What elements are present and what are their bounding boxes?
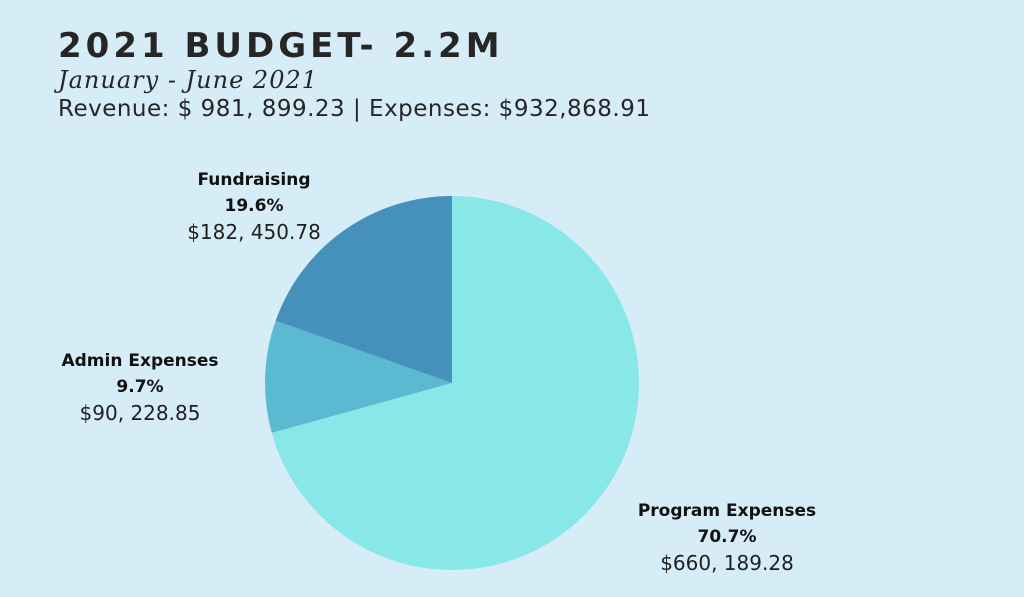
slice-name: Admin Expenses (61, 351, 219, 371)
slice-percent: 19.6% (224, 196, 284, 216)
slice-name: Program Expenses (637, 501, 817, 521)
pie-slice-fundraising (275, 196, 452, 383)
slice-label-admin-expenses: Admin Expenses 9.7% $90, 228.85 (61, 348, 218, 426)
slice-label-program-expenses: Program Expenses 70.7% $660, 189.28 (638, 498, 816, 576)
slice-amount: $660, 189.28 (660, 551, 794, 575)
pie-slice-admin-expenses (265, 320, 452, 433)
slice-name: Fundraising (197, 170, 311, 190)
chart-title: 2021 BUDGET- 2.2M (58, 26, 504, 66)
revenue-expenses-summary: Revenue: $ 981, 899.23 | Expenses: $932,… (58, 96, 651, 122)
chart-subtitle: January - June 2021 (58, 66, 318, 94)
pie-slice-program-expenses (271, 196, 639, 570)
slice-percent: 9.7% (116, 377, 164, 397)
slice-amount: $182, 450.78 (187, 220, 321, 244)
slice-amount: $90, 228.85 (79, 401, 201, 425)
slice-percent: 70.7% (697, 527, 757, 547)
slice-label-fundraising: Fundraising 19.6% $182, 450.78 (187, 167, 321, 245)
